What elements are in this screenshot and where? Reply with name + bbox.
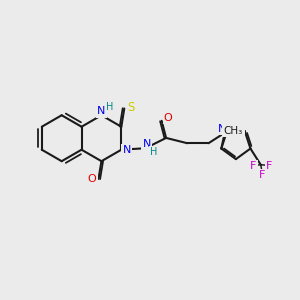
Text: H: H (150, 147, 158, 157)
Text: F: F (266, 161, 272, 171)
Text: N: N (142, 139, 151, 149)
Text: F: F (250, 161, 256, 171)
Text: N: N (122, 145, 131, 155)
Text: F: F (259, 170, 266, 180)
Text: N: N (236, 129, 244, 139)
Text: O: O (164, 113, 172, 123)
Text: N: N (218, 124, 226, 134)
Text: S: S (127, 100, 134, 113)
Text: N: N (97, 106, 106, 116)
Text: H: H (106, 102, 113, 112)
Text: CH₃: CH₃ (224, 126, 243, 136)
Text: O: O (88, 174, 96, 184)
